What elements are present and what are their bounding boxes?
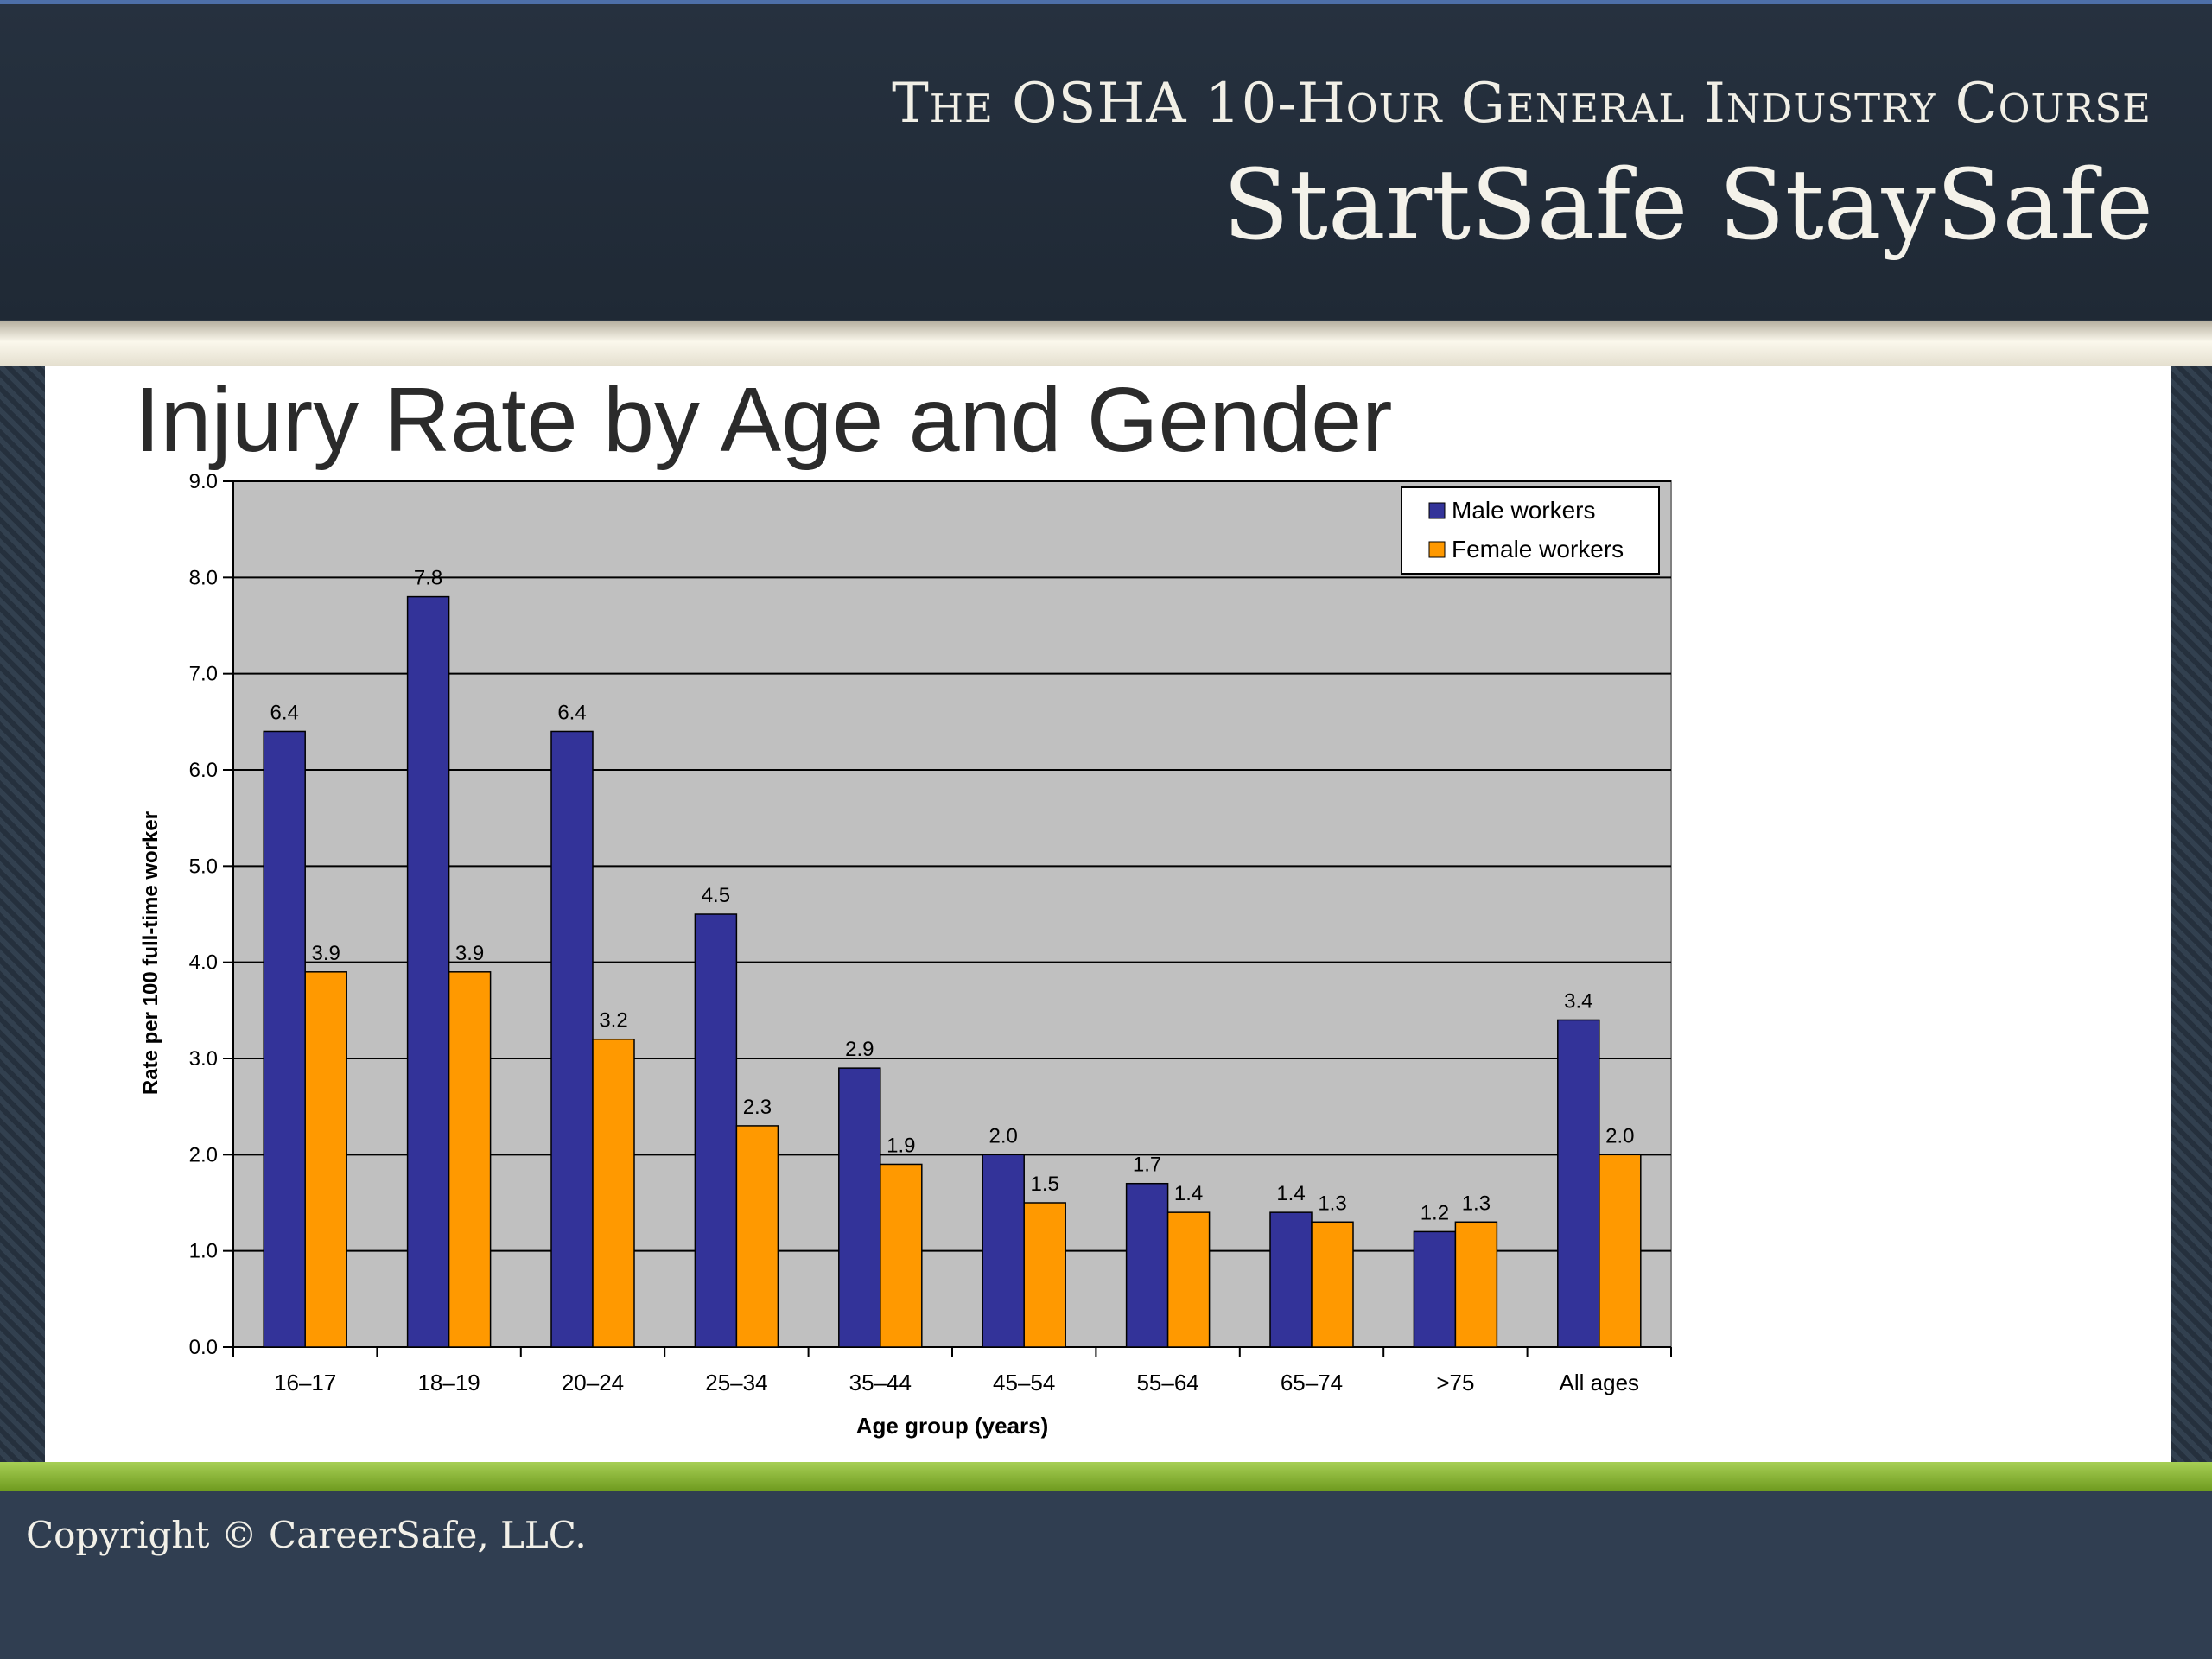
data-label-female: 1.4: [1174, 1182, 1203, 1205]
legend-swatch-female: [1428, 541, 1446, 558]
data-label-male: 4.5: [702, 884, 730, 907]
y-tick-label: 4.0: [189, 951, 218, 975]
data-label-male: 6.4: [270, 701, 299, 724]
y-axis-title: Rate per 100 full-time worker: [139, 811, 162, 1095]
data-label-female: 3.9: [455, 942, 484, 965]
x-tick-label: 65–74: [1281, 1370, 1343, 1395]
data-label-male: 1.7: [1133, 1154, 1161, 1177]
bar-female: [1166, 1211, 1211, 1348]
x-tick-label: 18–19: [417, 1370, 480, 1395]
y-tick-label: 0.0: [189, 1336, 218, 1359]
x-tick-label: 55–64: [1136, 1370, 1198, 1395]
injury-rate-chart: 0.0 1.0 2.0 3.0 4.0 5.0 6.0 7.0 8.0 9.0 6.4 3.9 16–1…: [139, 470, 1672, 1439]
data-label-female: 1.3: [1462, 1192, 1491, 1215]
legend-label-male: Male workers: [1452, 497, 1595, 524]
slide-title: Injury Rate by Age and Gender: [135, 369, 1393, 471]
bar-male: [1269, 1211, 1313, 1348]
x-tick-label: 16–17: [274, 1370, 336, 1395]
data-label-male: 1.2: [1421, 1201, 1449, 1224]
bar-male: [1557, 1019, 1600, 1348]
copyright-text: Copyright © CareerSafe, LLC.: [26, 1514, 587, 1556]
data-label-male: 7.8: [414, 567, 442, 590]
data-label-female: 3.9: [312, 942, 340, 965]
bar-female: [735, 1125, 779, 1348]
y-tick-label: 8.0: [189, 566, 218, 589]
slide-content: Injury Rate by Age and Gender 0.0 1.0 2.0 3…: [45, 366, 2171, 1462]
bar-male: [982, 1154, 1025, 1348]
y-tick-label: 3.0: [189, 1047, 218, 1071]
footer-divider: [0, 1462, 2212, 1491]
legend-box: [1401, 486, 1660, 575]
y-tick-label: 7.0: [189, 663, 218, 686]
y-tick-label: 1.0: [189, 1240, 218, 1263]
y-tick-label: 5.0: [189, 855, 218, 878]
data-label-male: 2.0: [989, 1124, 1018, 1147]
left-frame: [0, 366, 45, 1462]
bar-male: [263, 730, 306, 1348]
bar-female: [304, 971, 347, 1348]
y-tick-label: 9.0: [189, 470, 218, 493]
footer: Copyright © CareerSafe, LLC.: [0, 1491, 2212, 1659]
header-banner: The OSHA 10-Hour General Industry Course…: [0, 0, 2212, 320]
bar-male: [838, 1067, 881, 1348]
bar-female: [448, 971, 492, 1348]
bar-female: [1454, 1221, 1498, 1348]
bar-male: [1413, 1230, 1457, 1348]
data-label-male: 3.4: [1564, 989, 1592, 1013]
data-label-female: 1.9: [887, 1134, 915, 1157]
bar-male: [1125, 1182, 1169, 1348]
x-tick-label: 20–24: [562, 1370, 624, 1395]
y-tick-label: 2.0: [189, 1143, 218, 1166]
bar-female: [592, 1038, 635, 1348]
data-label-male: 1.4: [1276, 1182, 1305, 1205]
right-frame: [2171, 366, 2212, 1462]
data-label-male: 2.9: [845, 1038, 874, 1061]
y-tick-label: 6.0: [189, 759, 218, 782]
brand-title: StartSafe StaySafe: [1223, 149, 2153, 262]
data-label-male: 6.4: [557, 701, 586, 724]
header-divider: [0, 321, 2212, 366]
data-label-female: 2.3: [743, 1096, 772, 1119]
data-label-female: 2.0: [1605, 1124, 1634, 1147]
bar-female: [1599, 1154, 1642, 1348]
course-title: The OSHA 10-Hour General Industry Course: [892, 72, 2152, 136]
x-tick-label: All ages: [1560, 1370, 1640, 1395]
data-label-female: 1.5: [1031, 1173, 1059, 1196]
legend-swatch-male: [1428, 502, 1446, 519]
data-label-female: 1.3: [1318, 1192, 1346, 1215]
bar-female: [1023, 1202, 1066, 1348]
bar-male: [550, 730, 594, 1348]
x-tick-label: 25–34: [705, 1370, 767, 1395]
x-axis-title: Age group (years): [856, 1413, 1049, 1439]
bar-female: [1311, 1221, 1354, 1348]
x-tick-label: 45–54: [993, 1370, 1055, 1395]
data-label-female: 3.2: [599, 1009, 627, 1033]
x-tick-label: >75: [1436, 1370, 1474, 1395]
bar-female: [880, 1163, 923, 1348]
legend-label-female: Female workers: [1452, 536, 1624, 563]
x-tick-label: 35–44: [849, 1370, 912, 1395]
bar-male: [694, 913, 738, 1348]
bar-male: [406, 595, 450, 1348]
